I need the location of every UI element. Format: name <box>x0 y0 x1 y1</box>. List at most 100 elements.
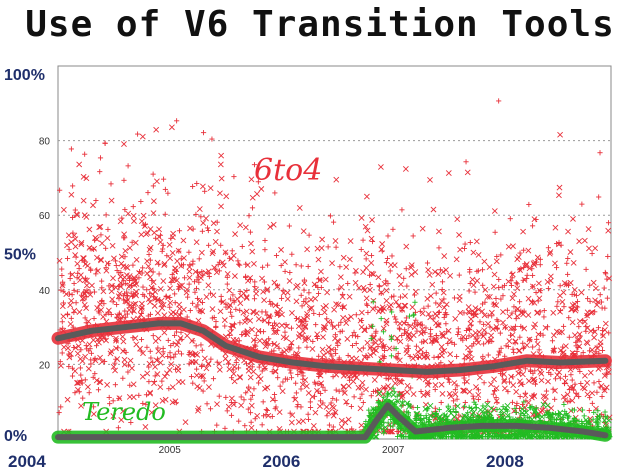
scatter-point <box>365 355 371 361</box>
scatter-point <box>534 336 540 342</box>
scatter-point <box>77 356 84 362</box>
scatter-point <box>306 232 312 238</box>
scatter-point <box>497 330 503 336</box>
scatter-point <box>255 316 262 322</box>
scatter-point <box>576 336 583 343</box>
scatter-point <box>550 332 557 339</box>
scatter-point <box>216 259 223 265</box>
scatter-point <box>186 274 193 281</box>
scatter-point <box>410 233 416 239</box>
scatter-point <box>150 359 156 365</box>
scatter-point <box>320 324 327 330</box>
scatter-point <box>323 303 329 309</box>
scatter-point <box>454 353 460 360</box>
scatter-point <box>587 298 593 304</box>
scatter-point <box>127 276 133 282</box>
scatter-point <box>233 306 239 312</box>
scatter-point <box>292 396 299 403</box>
scatter-point <box>246 213 252 219</box>
scatter-point <box>91 289 98 295</box>
scatter-point <box>216 393 222 399</box>
scatter-point <box>427 314 434 321</box>
scatter-point <box>413 317 419 323</box>
scatter-point <box>592 297 598 304</box>
scatter-point <box>89 282 95 289</box>
scatter-point <box>509 399 516 405</box>
scatter-point <box>403 329 410 336</box>
scatter-point <box>133 341 140 348</box>
scatter-point <box>553 265 560 271</box>
scatter-point <box>516 299 523 305</box>
scatter-point <box>357 395 363 401</box>
scatter-point <box>289 251 295 257</box>
scatter-point <box>164 253 170 259</box>
scatter-point <box>198 214 204 220</box>
scatter-point <box>424 295 431 302</box>
scatter-point <box>301 287 307 293</box>
scatter-point <box>147 348 153 354</box>
scatter-point <box>201 355 208 362</box>
scatter-point <box>68 191 75 198</box>
scatter-point <box>227 309 234 315</box>
scatter-point <box>101 301 107 307</box>
scatter-point <box>99 278 105 284</box>
scatter-point <box>168 235 174 241</box>
scatter-point <box>472 289 478 295</box>
scatter-point <box>454 396 460 402</box>
scatter-point <box>68 315 74 321</box>
scatter-point <box>534 341 541 347</box>
scatter-point <box>113 337 119 344</box>
scatter-point <box>168 361 175 368</box>
scatter-point <box>196 256 202 262</box>
scatter-point <box>544 324 551 330</box>
scatter-point <box>482 286 489 293</box>
scatter-point <box>130 301 137 308</box>
scatter-point <box>602 305 608 311</box>
scatter-point <box>442 311 448 318</box>
scatter-point <box>243 294 250 300</box>
scatter-point <box>245 277 251 284</box>
scatter-point <box>218 242 224 248</box>
scatter-point <box>600 332 607 339</box>
scatter-point <box>146 379 152 385</box>
scatter-point <box>340 314 347 321</box>
scatter-point <box>564 260 570 266</box>
scatter-point <box>493 398 500 404</box>
scatter-point <box>342 419 349 426</box>
scatter-point <box>144 370 151 377</box>
scatter-point <box>98 257 104 264</box>
scatter-point <box>265 262 271 268</box>
scatter-point <box>141 222 147 228</box>
scatter-point <box>190 300 196 306</box>
scatter-point <box>404 283 410 289</box>
scatter-point <box>314 331 321 338</box>
scatter-point <box>256 364 262 370</box>
scatter-point <box>210 376 217 382</box>
scatter-point <box>178 351 185 357</box>
scatter-point <box>441 253 448 259</box>
scatter-point <box>237 222 244 229</box>
scatter-point <box>124 311 131 317</box>
scatter-point <box>514 281 520 287</box>
scatter-point <box>304 313 311 320</box>
scatter-point <box>293 390 299 396</box>
scatter-point <box>570 215 576 222</box>
scatter-point <box>249 364 255 370</box>
scatter-point <box>390 226 396 232</box>
scatter-point <box>79 257 85 263</box>
scatter-point <box>329 403 336 410</box>
scatter-point <box>490 391 496 397</box>
scatter-point <box>281 259 288 265</box>
scatter-point <box>224 274 230 280</box>
scatter-point <box>294 282 301 289</box>
scatter-point <box>193 343 199 349</box>
scatter-point <box>247 410 254 416</box>
scatter-point <box>319 236 326 243</box>
scatter-point <box>394 337 400 343</box>
scatter-point <box>340 254 347 261</box>
scatter-point <box>313 322 319 328</box>
scatter-point <box>311 393 318 399</box>
scatter-point <box>447 272 454 279</box>
scatter-point <box>331 324 338 331</box>
scatter-point <box>72 207 78 213</box>
